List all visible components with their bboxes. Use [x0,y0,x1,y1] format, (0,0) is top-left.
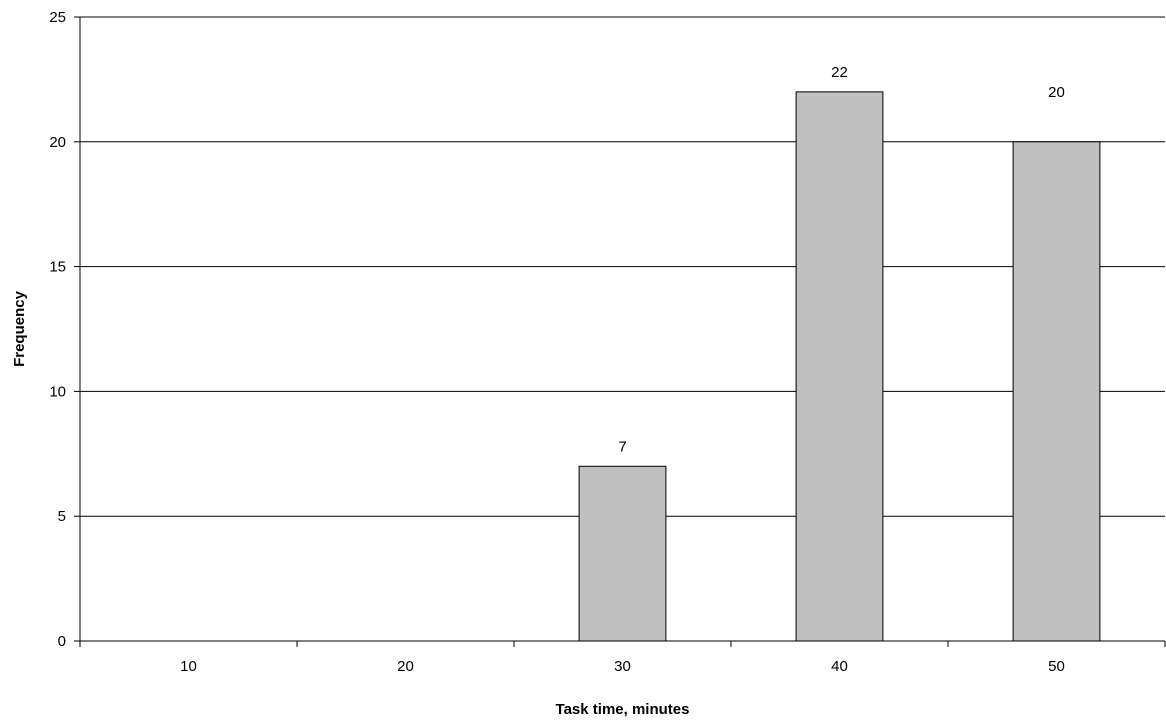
x-tick-label: 50 [1048,658,1065,675]
y-tick-label: 25 [49,9,66,26]
y-tick-label: 0 [58,633,66,650]
x-tick-label: 40 [831,658,848,675]
y-tick-label: 10 [49,383,66,400]
data-label-30: 7 [618,438,626,455]
data-labels: 7 22 20 [618,64,1065,455]
x-tick-label: 20 [397,658,414,675]
data-label-50: 20 [1048,84,1065,101]
y-axis-title: Frequency [11,290,28,367]
y-tick-labels: 0 5 10 15 20 25 [49,9,66,650]
gridlines [80,16,1165,517]
bars [578,91,1101,642]
bar-40 [795,91,884,642]
x-tick-label: 10 [180,658,197,675]
x-tick-label: 30 [614,658,631,675]
bar-30 [578,465,667,642]
y-tick-label: 20 [49,134,66,151]
axes [74,16,1166,647]
y-tick-label: 15 [49,259,66,276]
bar-50 [1012,141,1101,642]
x-axis-title: Task time, minutes [556,701,690,718]
y-tick-label: 5 [58,508,66,525]
x-tick-labels: 10 20 30 40 50 [180,658,1065,675]
data-label-40: 22 [831,64,848,81]
